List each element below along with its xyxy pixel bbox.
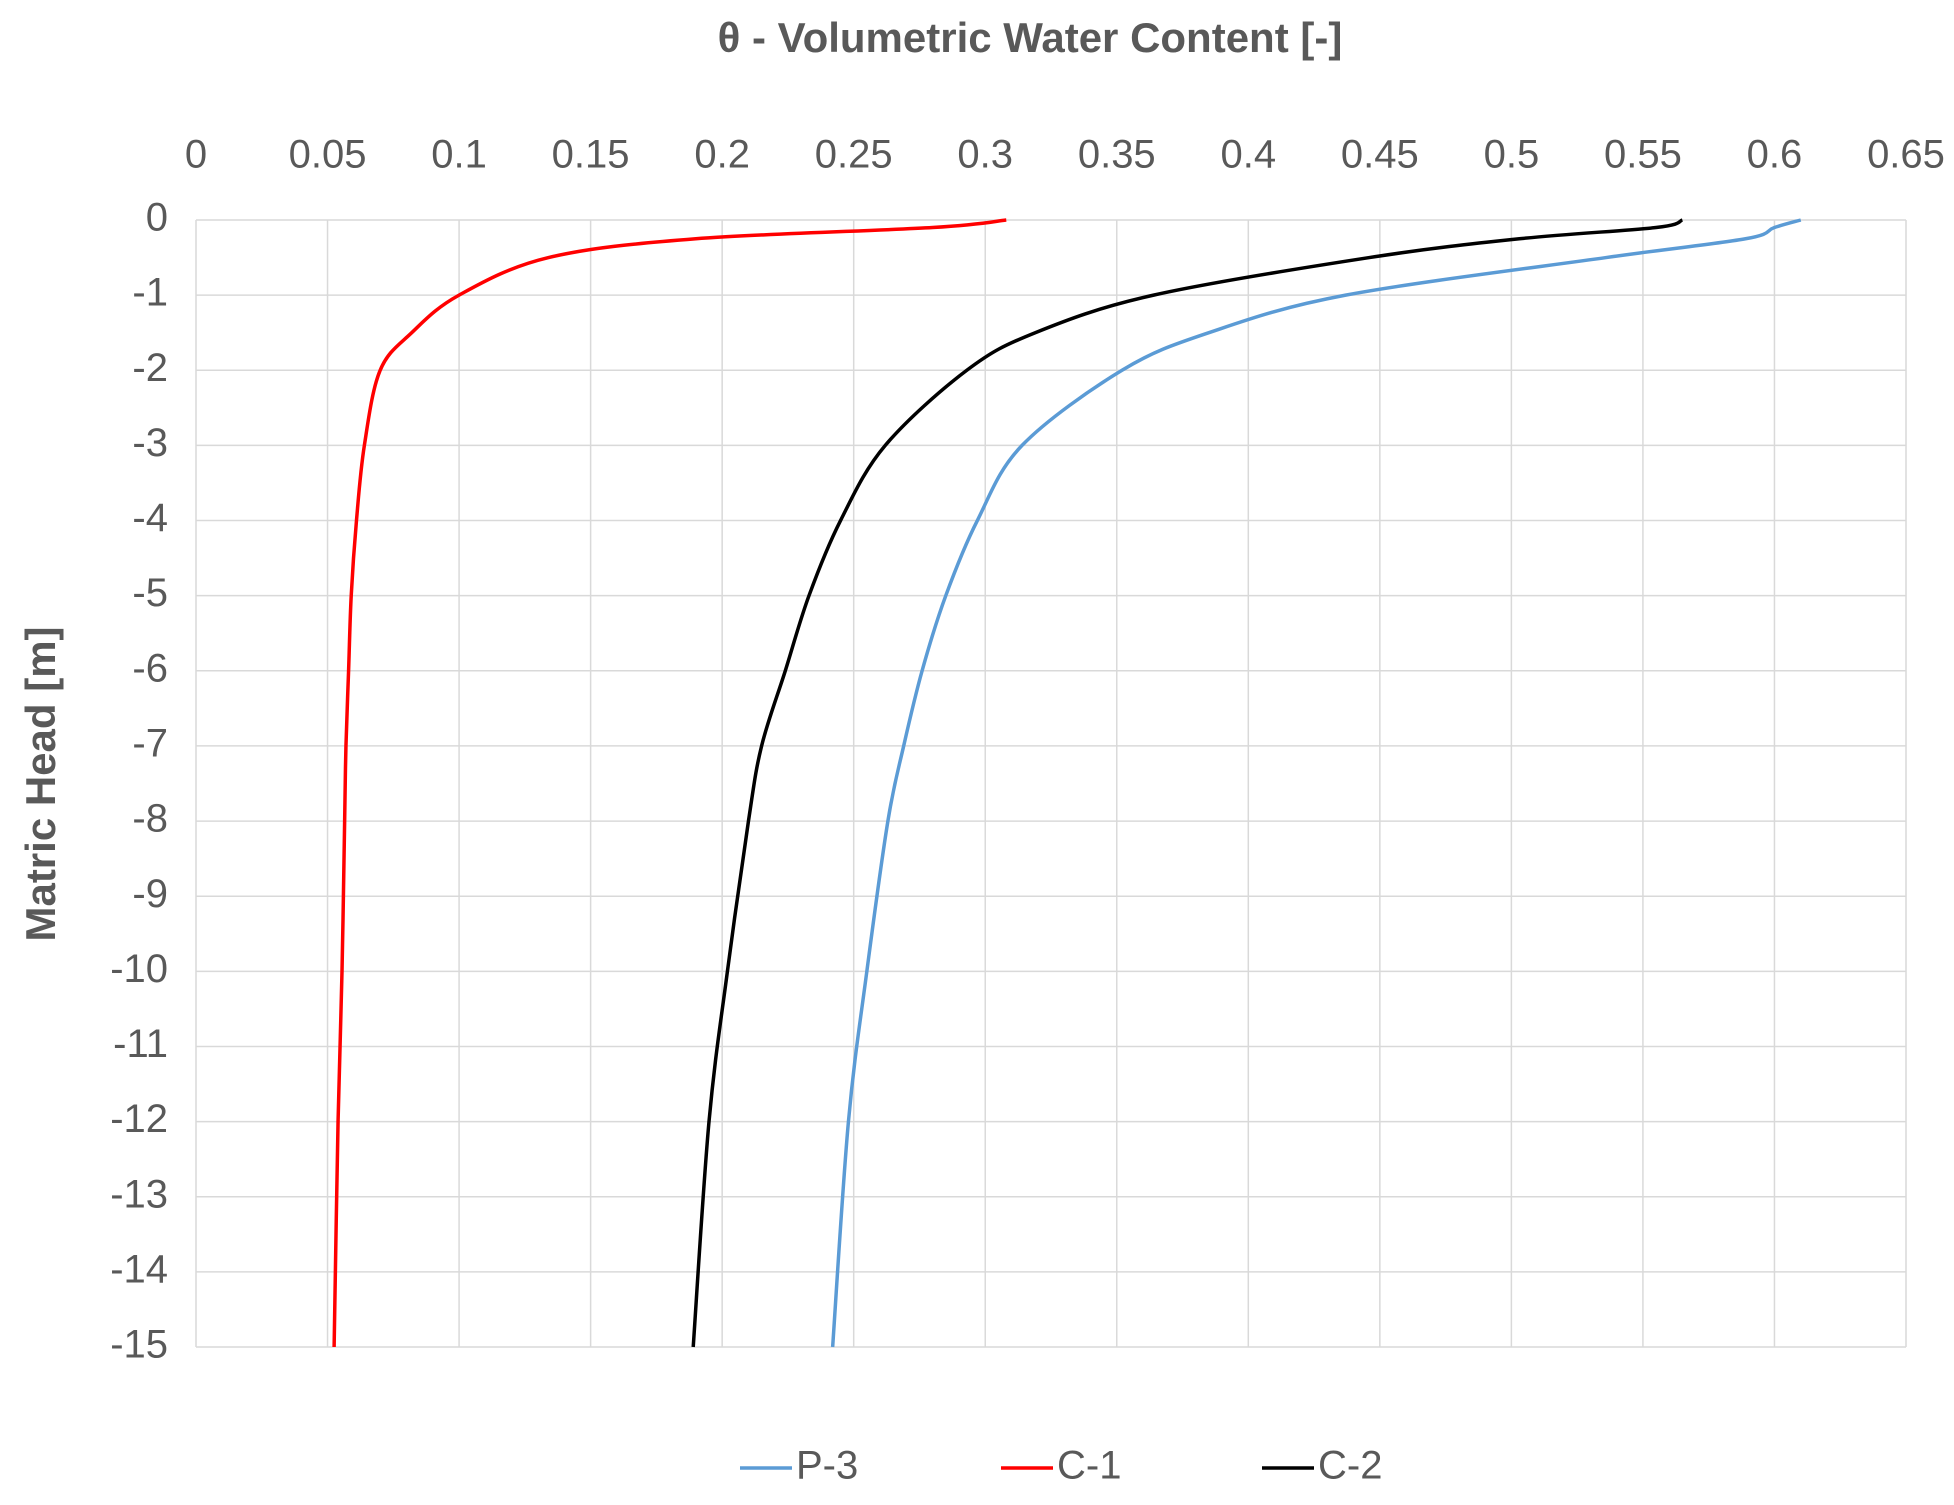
x-tick-label: 0.65 <box>1867 133 1945 177</box>
y-tick-label: -6 <box>132 646 168 690</box>
x-tick-label: 0.2 <box>694 133 750 177</box>
y-tick-label: -15 <box>110 1323 168 1367</box>
x-tick-label: 0 <box>185 133 207 177</box>
x-tick-label: 0.4 <box>1221 133 1277 177</box>
x-tick-label: 0.55 <box>1604 133 1682 177</box>
x-tick-label: 0.1 <box>431 133 487 177</box>
y-tick-label: -13 <box>110 1172 168 1216</box>
y-axis-label: Matric Head [m] <box>17 626 64 941</box>
chart-title: θ - Volumetric Water Content [-] <box>718 14 1343 61</box>
y-tick-label: -5 <box>132 571 168 615</box>
x-tick-label: 0.3 <box>957 133 1013 177</box>
legend-label: P-3 <box>796 1444 858 1488</box>
x-tick-label: 0.15 <box>552 133 630 177</box>
y-tick-label: -7 <box>132 721 168 765</box>
x-tick-label: 0.6 <box>1747 133 1803 177</box>
y-tick-label: -14 <box>110 1247 168 1291</box>
legend-label: C-1 <box>1057 1444 1121 1488</box>
legend-label: C-2 <box>1318 1444 1382 1488</box>
x-tick-label: 0.25 <box>815 133 893 177</box>
y-tick-label: -2 <box>132 346 168 390</box>
y-tick-label: -9 <box>132 872 168 916</box>
y-tick-label: -10 <box>110 947 168 991</box>
y-tick-label: 0 <box>146 196 168 240</box>
y-tick-label: -1 <box>132 271 168 315</box>
x-tick-label: 0.05 <box>289 133 367 177</box>
y-tick-label: -12 <box>110 1097 168 1141</box>
x-tick-label: 0.45 <box>1341 133 1419 177</box>
data-line <box>830 218 1802 1348</box>
y-tick-label: -8 <box>132 797 168 841</box>
x-tick-label: 0.5 <box>1484 133 1540 177</box>
y-tick-label: -3 <box>132 421 168 465</box>
data-line <box>691 218 1684 1348</box>
y-tick-label: -4 <box>132 496 168 540</box>
y-tick-label: -11 <box>113 1022 168 1066</box>
data-line <box>332 218 1007 1348</box>
x-tick-label: 0.35 <box>1078 133 1156 177</box>
